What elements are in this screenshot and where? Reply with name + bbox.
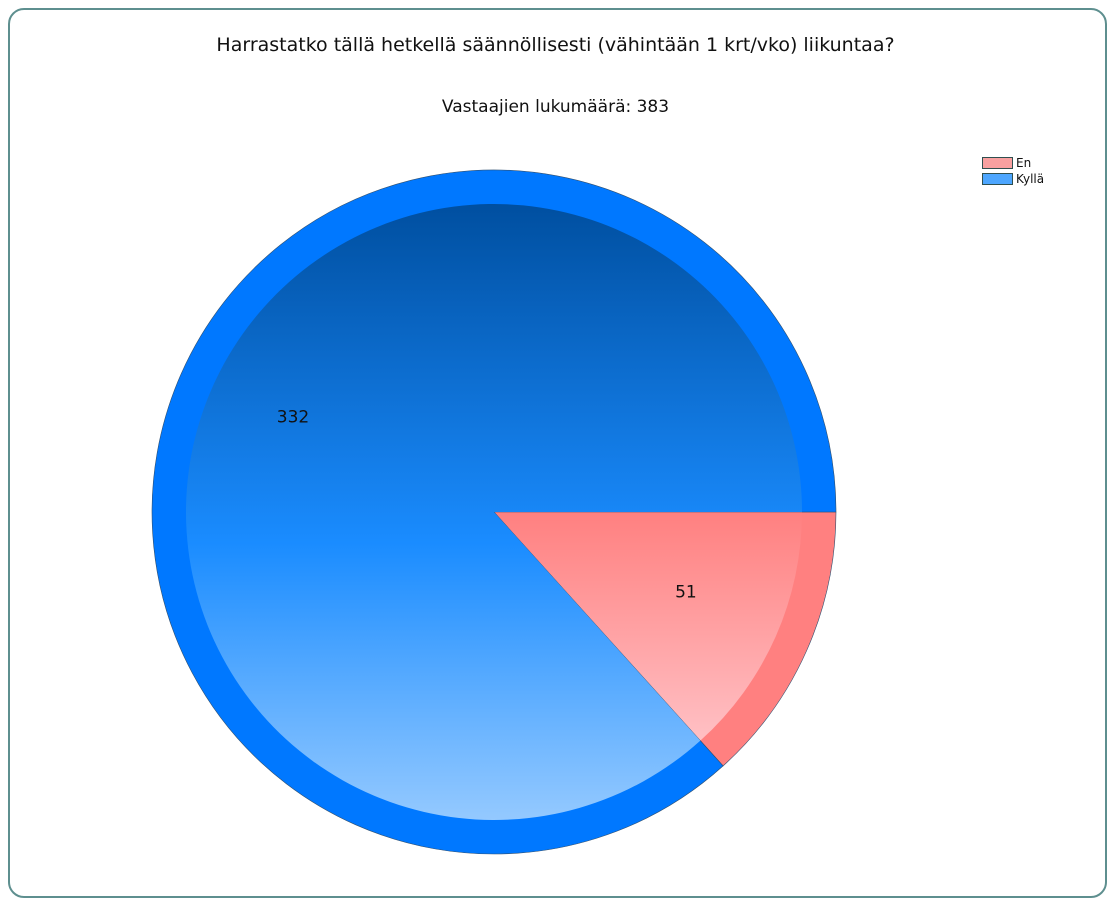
slice-value-label-en: 51 (675, 582, 697, 602)
legend-label-en: En (1016, 156, 1032, 170)
legend-swatch-en (982, 157, 1013, 169)
legend-label-kylla: Kyllä (1016, 172, 1045, 186)
chart-subtitle: Vastaajien lukumäärä: 383 (441, 97, 670, 117)
pie-slice-kyll (185, 203, 802, 820)
chart-title: Harrastatko tällä hetkellä säännöllisest… (216, 34, 895, 56)
legend-item-kylla: Kyllä (982, 171, 1044, 187)
legend-item-en: En (982, 155, 1044, 171)
slice-value-label-kyll: 332 (277, 408, 309, 428)
pie-slice-en (494, 512, 802, 741)
legend-swatch-kylla (982, 173, 1013, 185)
chart-legend: En Kyllä (982, 155, 1044, 187)
